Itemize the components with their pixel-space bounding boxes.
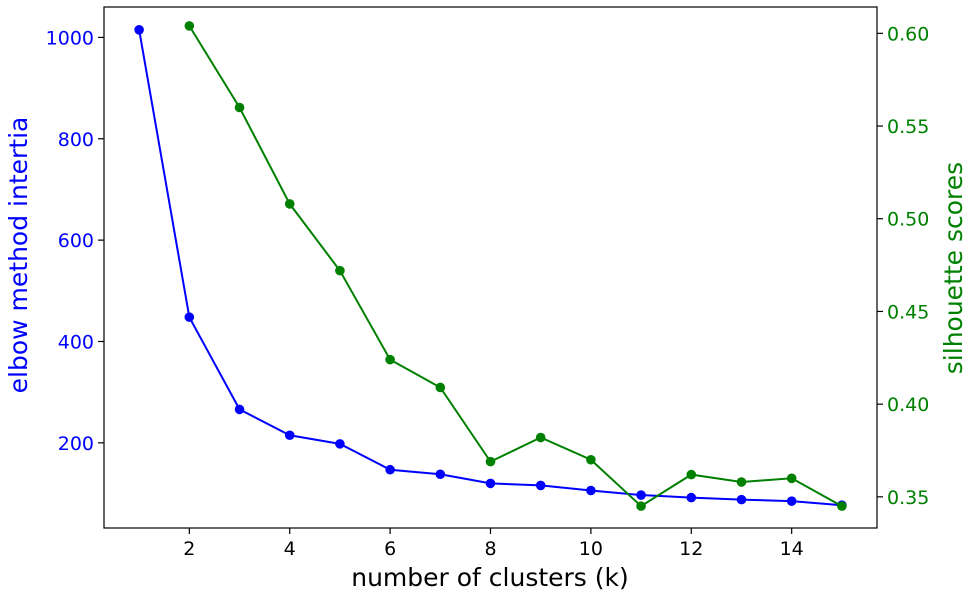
left-series-point [636,490,646,500]
left-y-tick-label: 200 [58,433,94,455]
left-y-tick-label: 400 [58,331,94,353]
series-layer [134,21,847,511]
left-series-point [586,485,596,496]
right-series-point [435,382,446,393]
right-series-point [535,432,546,443]
plot-area [103,6,878,529]
left-y-axis-title: elbow method intertia [4,117,33,394]
right-series-point [837,501,847,511]
x-tick-label: 2 [183,538,195,560]
right-series-point [636,501,646,511]
right-series-point [736,477,747,487]
left-y-tick-label: 600 [58,230,94,252]
right-series-point [385,354,395,365]
left-series-point [435,469,446,480]
x-axis: 2 4 6 8 10 12 14 [183,528,804,560]
right-y-tick-label: 0.45 [887,301,929,323]
left-y-tick-label: 800 [58,129,94,151]
right-y-axis: 0.35 0.40 0.45 0.50 0.55 0.60 [877,23,929,509]
right-series-point [184,21,195,31]
left-series-point [535,480,546,491]
left-series-point [134,25,144,35]
x-tick-label: 12 [679,538,703,560]
x-tick-label: 8 [484,538,496,560]
right-series-point [586,454,596,465]
left-series-point [736,494,747,505]
right-y-tick-label: 0.50 [887,209,929,231]
left-series-point [284,430,295,441]
right-y-axis-title: silhouette scores [939,162,968,374]
right-y-tick-label: 0.40 [887,394,929,416]
x-tick-label: 6 [384,538,396,560]
x-tick-label: 4 [284,538,296,560]
x-tick-label: 10 [579,538,603,560]
left-series-point [335,439,345,449]
left-series-point [184,312,195,322]
right-y-tick-label: 0.55 [887,116,929,138]
left-series-point [234,404,245,415]
left-series-point [786,496,797,506]
left-y-tick-label: 1000 [46,27,94,49]
x-tick-label: 14 [780,538,804,560]
right-y-tick-label: 0.35 [887,487,929,509]
right-series-point [485,456,496,467]
right-series-point [284,199,295,209]
left-y-axis: 200 400 600 800 1000 [46,27,104,455]
left-series-point [686,492,697,503]
right-series-point [234,102,245,113]
right-series-point [335,265,345,276]
left-series-point [485,478,496,489]
x-axis-title: number of clusters (k) [351,563,629,592]
left-series-point [385,464,395,475]
right-series-line [188,25,843,508]
right-series-point [786,473,797,484]
right-y-tick-label: 0.60 [887,23,929,45]
right-series-point [686,469,697,480]
